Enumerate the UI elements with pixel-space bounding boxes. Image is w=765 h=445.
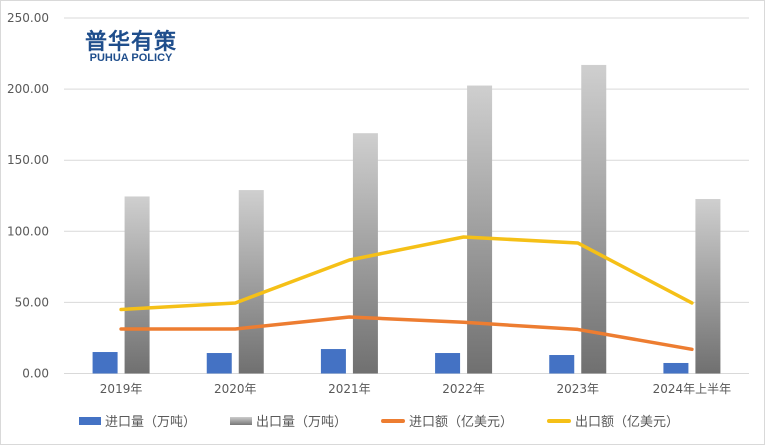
bar-export-volume (695, 199, 721, 374)
legend-label: 出口额（亿美元） (575, 414, 680, 429)
legend-swatch (381, 418, 406, 423)
y-tick-label: 250.00 (7, 11, 49, 25)
bar-export-volume (124, 196, 150, 374)
y-tick-label: 0.00 (22, 367, 49, 381)
bar-import-volume (320, 349, 346, 374)
x-tick-label: 2024年上半年 (653, 382, 732, 396)
bar-import-volume (206, 353, 232, 374)
bar-import-volume (435, 353, 461, 374)
legend: 进口量（万吨） 出口量（万吨） 进口额（亿美元） 出口额（亿美元） (79, 411, 713, 430)
watermark-logo: 普华有策 PUHUA POLICY (81, 29, 182, 66)
legend-item-export-value: 出口额（亿美元） (547, 411, 679, 430)
y-tick-label: 50.00 (15, 295, 49, 309)
legend-item-export-volume: 出口量（万吨） (230, 411, 347, 430)
legend-swatch (230, 416, 253, 425)
bar-export-volume (238, 190, 264, 374)
bar-export-volume (581, 64, 607, 374)
x-tick-label: 2022年 (442, 382, 485, 396)
y-tick-label: 150.00 (7, 153, 49, 167)
legend-swatch (79, 416, 101, 425)
x-tick-label: 2020年 (214, 382, 257, 396)
x-tick-label: 2023年 (556, 382, 599, 396)
legend-item-import-volume: 进口量（万吨） (79, 411, 196, 430)
x-tick-label: 2019年 (100, 382, 143, 396)
watermark-cn: 普华有策 (85, 29, 178, 54)
bar-import-volume (663, 362, 689, 374)
combo-chart: 0.00 50.00 100.00 150.00 200.00 250.00 2019年 20… (7, 11, 749, 396)
legend-item-import-value: 进口额（亿美元） (381, 411, 513, 430)
line-import-value (119, 315, 694, 352)
bar-export-volume (467, 85, 493, 374)
legend-swatch (547, 418, 572, 423)
line-export-value (119, 235, 694, 312)
legend-label: 进口额（亿美元） (409, 414, 514, 429)
bar-import-volume (92, 352, 118, 374)
legend-label: 进口量（万吨） (105, 414, 197, 429)
watermark-en: PUHUA POLICY (89, 52, 173, 64)
x-tick-label: 2021年 (328, 382, 371, 396)
y-tick-label: 200.00 (7, 82, 49, 96)
y-tick-label: 100.00 (7, 224, 49, 238)
bar-import-volume (549, 355, 575, 374)
legend-label: 出口量（万吨） (256, 414, 348, 429)
